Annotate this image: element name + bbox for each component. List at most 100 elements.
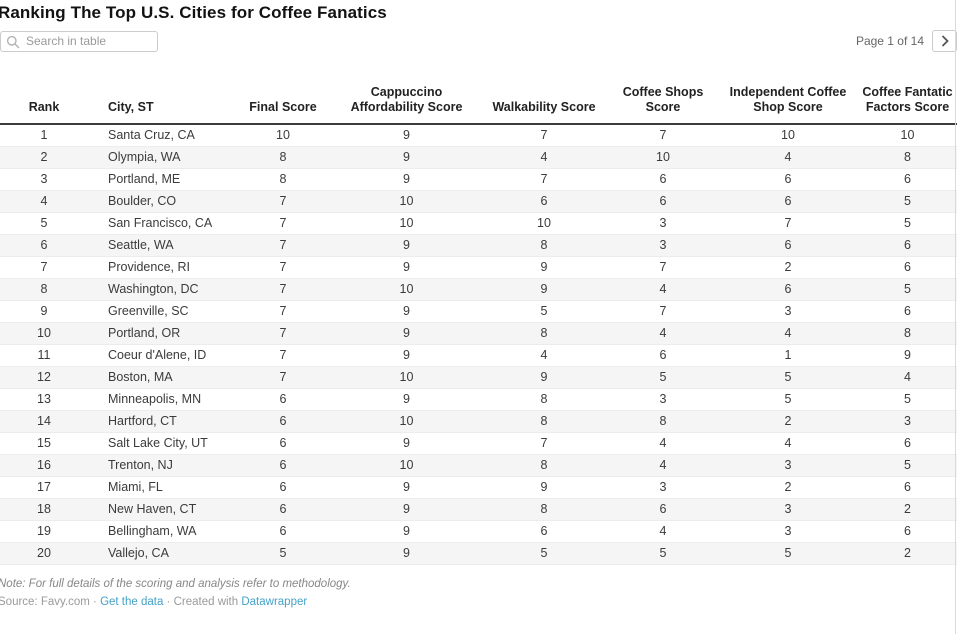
table-row: 16 Trenton, NJ 6 10 8 4 3 5 <box>0 454 957 477</box>
table-cell: Portland, ME <box>88 168 233 191</box>
table-cell: 7 <box>233 322 333 345</box>
table-cell: 12 <box>0 366 88 389</box>
ranking-table: Rank City, ST Final Score Cappuccino Afford… <box>0 58 957 565</box>
table-row: 2 Olympia, WA 8 9 4 10 4 8 <box>0 146 957 169</box>
column-header[interactable]: Coffee Shops Score <box>608 58 718 125</box>
table-cell: 9 <box>480 278 608 301</box>
table-cell: 5 <box>718 542 858 565</box>
table-row: 15 Salt Lake City, UT 6 9 7 4 4 6 <box>0 432 957 455</box>
table-cell: 6 <box>858 300 957 323</box>
table-row: 9 Greenville, SC 7 9 5 7 3 6 <box>0 300 957 323</box>
table-cell: 3 <box>608 476 718 499</box>
datawrapper-link[interactable]: Datawrapper <box>241 595 308 608</box>
table-header-row: Rank City, ST Final Score Cappuccino Afford… <box>0 58 957 125</box>
table-cell: 4 <box>608 432 718 455</box>
table-cell: 3 <box>608 212 718 235</box>
table-cell: 6 <box>233 432 333 455</box>
table-cell: 10 <box>333 366 480 389</box>
table-cell: 6 <box>233 520 333 543</box>
table-cell: 3 <box>608 388 718 411</box>
table-cell: 10 <box>608 146 718 169</box>
column-header[interactable]: Final Score <box>233 58 333 125</box>
table-cell: 7 <box>233 190 333 213</box>
table-row: 11 Coeur d'Alene, ID 7 9 4 6 1 9 <box>0 344 957 367</box>
table-cell: 7 <box>608 256 718 279</box>
table-cell: 5 <box>233 542 333 565</box>
table-cell: 3 <box>0 168 88 191</box>
table-cell: Trenton, NJ <box>88 454 233 477</box>
table-cell: 9 <box>333 146 480 169</box>
search-input[interactable] <box>0 30 158 52</box>
table-cell: 5 <box>608 542 718 565</box>
table-row: 12 Boston, MA 7 10 9 5 5 4 <box>0 366 957 389</box>
table-cell: 5 <box>480 300 608 323</box>
table-cell: 16 <box>0 454 88 477</box>
table-cell: 4 <box>718 432 858 455</box>
table-cell: 9 <box>858 344 957 367</box>
table-cell: 20 <box>0 542 88 565</box>
page-title: Ranking The Top U.S. Cities for Coffee F… <box>0 3 387 22</box>
table-cell: Vallejo, CA <box>88 542 233 565</box>
table-cell: 6 <box>718 168 858 191</box>
table-row: 3 Portland, ME 8 9 7 6 6 6 <box>0 168 957 191</box>
table-cell: 6 <box>233 476 333 499</box>
footer-source: Source: Favy.com · Get the data · Create… <box>0 595 957 610</box>
table-cell: 5 <box>858 212 957 235</box>
table-cell: 5 <box>480 542 608 565</box>
table-cell: 8 <box>480 322 608 345</box>
column-header[interactable]: City, ST <box>88 58 233 125</box>
table-cell: 6 <box>858 168 957 191</box>
pagination-label: Page 1 of 14 <box>855 34 924 48</box>
table-cell: 9 <box>333 344 480 367</box>
table-cell: 5 <box>0 212 88 235</box>
column-header[interactable]: Walkability Score <box>480 58 608 125</box>
table-cell: 9 <box>333 520 480 543</box>
column-header[interactable]: Cappuccino Affordability Score <box>333 58 480 125</box>
table-cell: 9 <box>333 300 480 323</box>
table-row: 13 Minneapolis, MN 6 9 8 3 5 5 <box>0 388 957 411</box>
column-header[interactable]: Coffee Fantatic Factors Score <box>858 58 957 125</box>
table-cell: 18 <box>0 498 88 521</box>
dot-separator: · <box>163 595 174 608</box>
table-cell: 4 <box>608 454 718 477</box>
table-cell: 9 <box>333 322 480 345</box>
table-cell: 19 <box>0 520 88 543</box>
table-cell: Boston, MA <box>88 366 233 389</box>
table-cell: Salt Lake City, UT <box>88 432 233 455</box>
table-row: 1 Santa Cruz, CA 10 9 7 7 10 10 <box>0 124 957 147</box>
table-cell: 10 <box>0 322 88 345</box>
table-cell: Washington, DC <box>88 278 233 301</box>
get-the-data-link[interactable]: Get the data <box>100 595 164 608</box>
table-row: 18 New Haven, CT 6 9 8 6 3 2 <box>0 498 957 521</box>
table-cell: Coeur d'Alene, ID <box>88 344 233 367</box>
column-header[interactable]: Rank <box>0 58 88 125</box>
table-cell: 2 <box>718 256 858 279</box>
table-cell: 2 <box>718 410 858 433</box>
next-page-button[interactable] <box>932 30 957 52</box>
table-cell: 7 <box>718 212 858 235</box>
table-toolbar: Page 1 of 14 <box>0 30 957 52</box>
table-cell: New Haven, CT <box>88 498 233 521</box>
table-cell: 8 <box>233 168 333 191</box>
table-cell: 3 <box>858 410 957 433</box>
table-cell: 7 <box>233 234 333 257</box>
table-cell: Greenville, SC <box>88 300 233 323</box>
table-cell: 8 <box>480 454 608 477</box>
table-cell: 7 <box>480 124 608 147</box>
table-cell: 8 <box>480 498 608 521</box>
table-cell: 6 <box>480 520 608 543</box>
table-cell: 4 <box>0 190 88 213</box>
table-cell: 8 <box>480 234 608 257</box>
table-cell: 7 <box>480 168 608 191</box>
table-cell: 8 <box>480 388 608 411</box>
table-cell: 8 <box>233 146 333 169</box>
table-cell: Providence, RI <box>88 256 233 279</box>
table-cell: 6 <box>480 190 608 213</box>
table-cell: 6 <box>858 520 957 543</box>
table-cell: 9 <box>333 168 480 191</box>
table-cell: 10 <box>333 212 480 235</box>
dot-separator: · <box>89 595 101 608</box>
table-cell: 10 <box>333 410 480 433</box>
table-cell: 6 <box>608 168 718 191</box>
column-header[interactable]: Independent Coffee Shop Score <box>718 58 858 125</box>
